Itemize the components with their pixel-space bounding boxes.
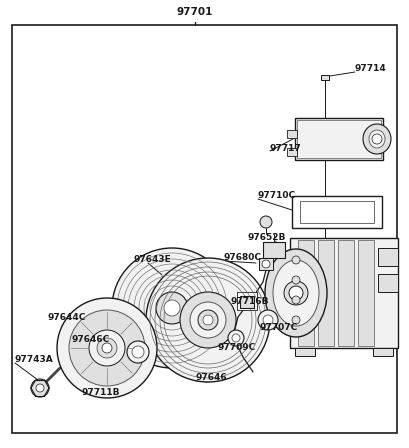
Text: 97680C: 97680C [223, 254, 261, 263]
Text: 97646: 97646 [196, 374, 227, 383]
Circle shape [291, 276, 299, 284]
Circle shape [31, 379, 49, 397]
Bar [337, 240, 353, 346]
Circle shape [69, 310, 145, 386]
Ellipse shape [272, 260, 318, 326]
Bar [236, 292, 256, 310]
Circle shape [261, 260, 270, 268]
Bar [262, 242, 284, 258]
Circle shape [202, 315, 213, 325]
Bar [357, 240, 373, 346]
Bar [286, 148, 296, 156]
Text: 97646C: 97646C [72, 336, 110, 345]
Ellipse shape [368, 130, 384, 148]
Bar [286, 130, 296, 138]
Ellipse shape [264, 249, 326, 337]
Bar [372, 348, 392, 356]
Bar [297, 240, 313, 346]
Circle shape [112, 248, 231, 368]
Circle shape [288, 286, 302, 300]
Bar [299, 201, 373, 223]
Circle shape [155, 292, 188, 324]
Circle shape [57, 298, 157, 398]
Text: 97710C: 97710C [257, 191, 295, 201]
Circle shape [259, 216, 271, 228]
Text: 97643E: 97643E [134, 255, 171, 264]
Circle shape [102, 343, 112, 353]
Bar [291, 196, 381, 228]
Circle shape [189, 302, 225, 338]
Bar [239, 296, 254, 308]
Circle shape [127, 341, 148, 363]
Bar [294, 348, 314, 356]
Circle shape [97, 338, 117, 358]
Bar [377, 274, 397, 292]
Bar [258, 258, 272, 270]
Bar [317, 240, 333, 346]
Circle shape [132, 346, 144, 358]
Circle shape [164, 300, 180, 316]
Text: 97717: 97717 [270, 143, 301, 152]
Bar [289, 238, 397, 348]
Text: 97652B: 97652B [247, 233, 285, 242]
Circle shape [36, 384, 44, 392]
Bar [320, 75, 328, 80]
Circle shape [180, 292, 236, 348]
Circle shape [283, 281, 307, 305]
Text: 97644C: 97644C [48, 314, 86, 323]
Circle shape [146, 258, 270, 382]
Circle shape [227, 330, 243, 346]
Circle shape [257, 310, 277, 330]
Text: 97743A: 97743A [15, 356, 54, 365]
Circle shape [262, 315, 272, 325]
Text: 97711B: 97711B [82, 388, 120, 397]
Circle shape [198, 310, 218, 330]
Text: 97701: 97701 [176, 7, 213, 17]
Circle shape [231, 334, 239, 342]
Bar [296, 120, 380, 158]
Circle shape [291, 256, 299, 264]
Text: 97709C: 97709C [218, 344, 256, 353]
Text: 97707C: 97707C [259, 323, 297, 332]
Circle shape [371, 134, 381, 144]
Circle shape [89, 330, 125, 366]
Text: 97716B: 97716B [230, 297, 269, 306]
Circle shape [291, 316, 299, 324]
Bar [294, 118, 382, 160]
Ellipse shape [362, 124, 390, 154]
Bar [377, 248, 397, 266]
Text: 97714: 97714 [354, 64, 386, 73]
Circle shape [291, 296, 299, 304]
